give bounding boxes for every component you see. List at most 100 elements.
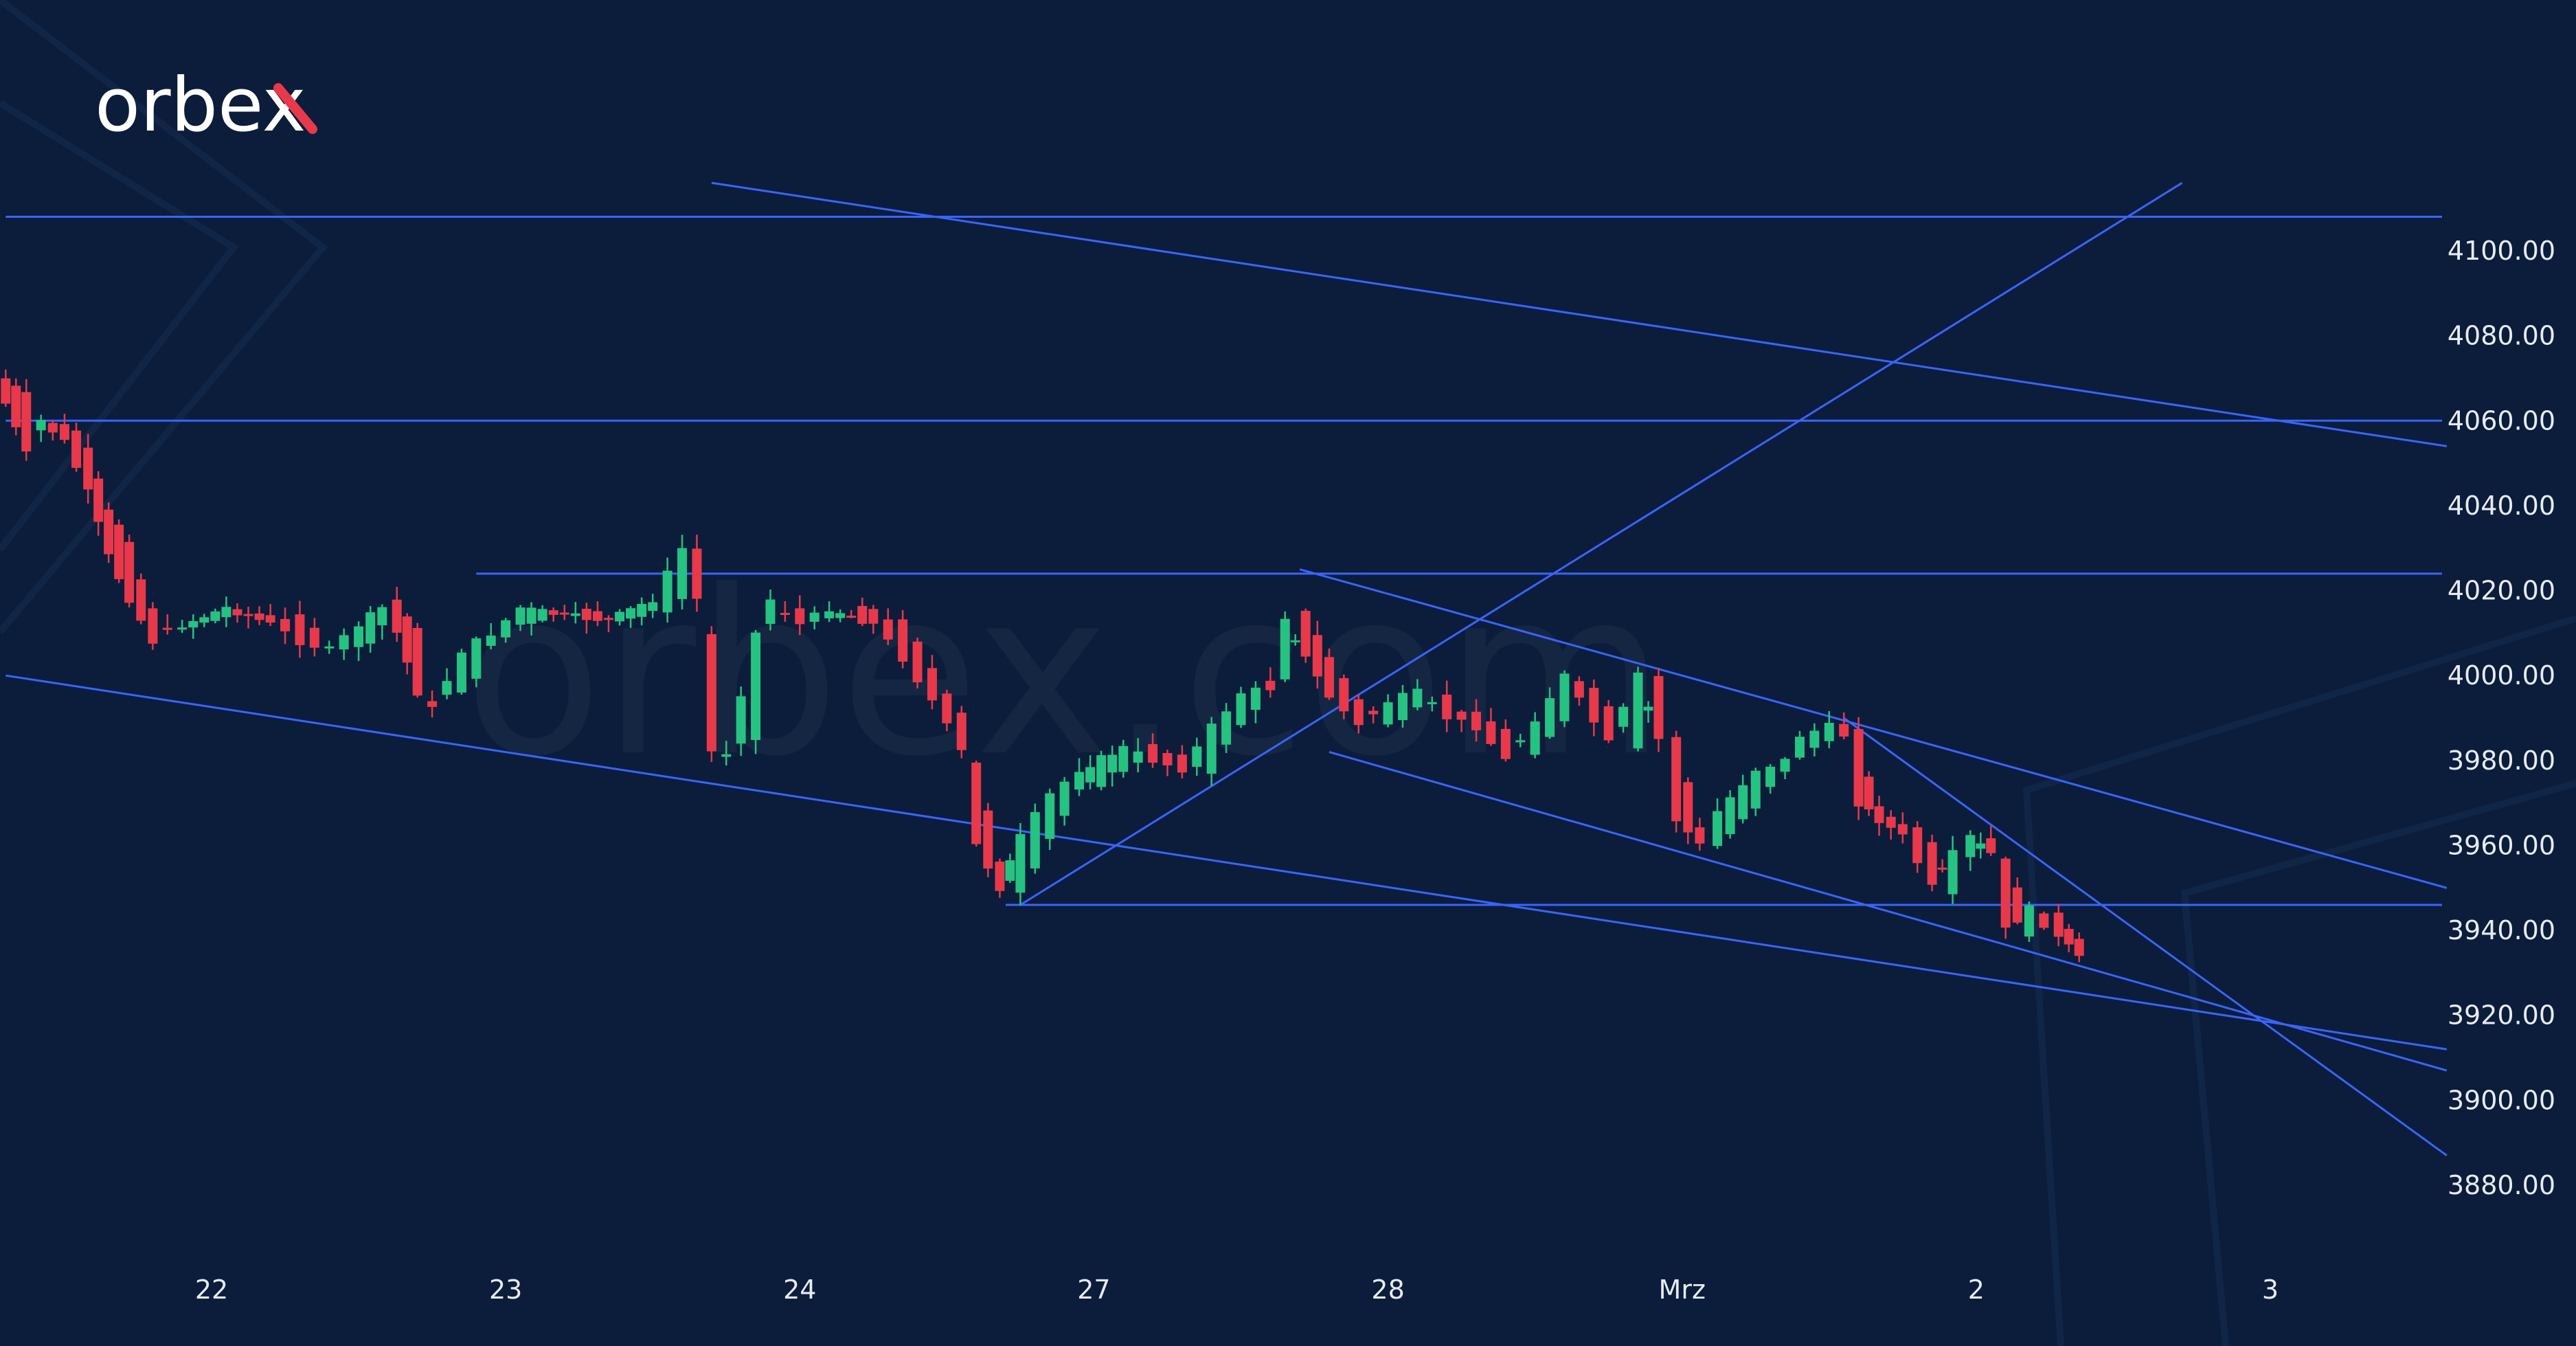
candle-up bbox=[1085, 767, 1096, 783]
candle-down bbox=[1471, 711, 1482, 730]
candle-down bbox=[148, 608, 158, 644]
candle-down bbox=[243, 614, 253, 616]
candle-down bbox=[412, 628, 422, 696]
candle-down bbox=[780, 612, 790, 615]
candle-down bbox=[857, 605, 868, 624]
candle-down bbox=[427, 701, 438, 707]
candle-down bbox=[254, 613, 264, 620]
candle-up bbox=[1713, 811, 1723, 846]
y-tick-label: 3980.00 bbox=[2448, 745, 2555, 776]
candle-down bbox=[1312, 635, 1322, 677]
candle-up bbox=[324, 646, 335, 649]
candle-down bbox=[136, 579, 146, 621]
candle-down bbox=[1864, 776, 1874, 809]
candle-up bbox=[637, 603, 647, 617]
candle-down bbox=[1671, 737, 1682, 822]
candle-down bbox=[1456, 711, 1467, 720]
x-tick-label: 23 bbox=[489, 1275, 522, 1305]
candle-down bbox=[1986, 838, 1996, 853]
candle-down bbox=[1148, 743, 1158, 763]
candle-up bbox=[765, 599, 776, 624]
logo-x-accent bbox=[273, 83, 317, 134]
candle-down bbox=[309, 627, 319, 648]
candle-down bbox=[124, 541, 135, 603]
candle-up bbox=[1290, 640, 1300, 642]
candle-down bbox=[1, 378, 11, 404]
candle-down bbox=[692, 548, 702, 599]
y-tick-label: 4080.00 bbox=[2448, 321, 2555, 351]
candle-up bbox=[1059, 781, 1070, 816]
candle-down bbox=[1339, 677, 1349, 712]
candle-up bbox=[570, 613, 580, 616]
candle-down bbox=[1927, 842, 1937, 885]
candle-down bbox=[1603, 706, 1614, 741]
candle-up bbox=[1397, 693, 1408, 721]
candle-up bbox=[1824, 722, 1834, 741]
candle-down bbox=[581, 609, 591, 620]
candle-down bbox=[1265, 680, 1276, 691]
candle-up bbox=[501, 620, 511, 638]
x-tick-label: 2 bbox=[1968, 1275, 1985, 1305]
candle-up bbox=[537, 609, 547, 621]
candle-down bbox=[104, 509, 114, 554]
candle-up bbox=[377, 607, 387, 626]
candle-down bbox=[983, 810, 993, 869]
candle-up bbox=[486, 636, 496, 646]
candle-up bbox=[1030, 811, 1040, 868]
candle-down bbox=[1500, 728, 1511, 759]
candle-up bbox=[1725, 797, 1735, 835]
candle-down bbox=[1683, 782, 1693, 833]
candle-up bbox=[339, 635, 349, 650]
candle-up bbox=[1809, 730, 1820, 748]
candle-up bbox=[442, 681, 452, 695]
candle-down bbox=[548, 610, 558, 615]
candle-up bbox=[515, 607, 526, 625]
candle-up bbox=[1133, 751, 1143, 763]
logo-text: orbex bbox=[95, 63, 306, 148]
candle-down bbox=[1574, 681, 1584, 698]
trendline bbox=[1299, 568, 2448, 889]
candle-up bbox=[2024, 905, 2034, 937]
candle-down bbox=[1839, 724, 1849, 737]
candle-up bbox=[1221, 711, 1232, 745]
y-tick-label: 3880.00 bbox=[2448, 1170, 2555, 1200]
candle-up bbox=[199, 617, 210, 623]
candle-down bbox=[402, 616, 412, 663]
candle-down bbox=[2053, 912, 2064, 937]
candle-down bbox=[846, 616, 857, 618]
x-tick-label: 27 bbox=[1077, 1275, 1110, 1305]
trendline bbox=[1843, 717, 2448, 1156]
candle-up bbox=[188, 620, 199, 628]
candle-up bbox=[1750, 770, 1761, 809]
candle-up bbox=[1643, 706, 1653, 711]
candle-up bbox=[1383, 702, 1393, 725]
candle-up bbox=[751, 632, 761, 741]
y-tick-label: 4060.00 bbox=[2448, 405, 2555, 436]
candle-up bbox=[1236, 693, 1246, 726]
candle-up bbox=[1530, 721, 1540, 755]
candle-down bbox=[898, 619, 908, 662]
candle-up bbox=[1427, 702, 1437, 704]
candle-down bbox=[21, 392, 32, 452]
y-tick-label: 3940.00 bbox=[2448, 915, 2555, 945]
candle-up bbox=[736, 696, 746, 744]
candle-down bbox=[93, 478, 104, 522]
candle-down bbox=[795, 608, 805, 625]
candle-down bbox=[2012, 887, 2022, 923]
candle-down bbox=[114, 524, 124, 579]
candle-down bbox=[1162, 752, 1173, 765]
candle-up bbox=[210, 611, 221, 621]
candle-up bbox=[1976, 843, 1986, 849]
candle-up bbox=[835, 613, 846, 618]
candle-down bbox=[2000, 858, 2011, 928]
candle-down bbox=[232, 609, 242, 616]
x-tick-label: 3 bbox=[2262, 1275, 2279, 1305]
candle-down bbox=[71, 430, 82, 468]
candle-down bbox=[971, 762, 982, 844]
candle-up bbox=[221, 607, 231, 618]
candle-down bbox=[11, 385, 21, 427]
candle-down bbox=[392, 599, 402, 633]
candle-down bbox=[603, 618, 613, 620]
candle-down bbox=[162, 627, 172, 630]
